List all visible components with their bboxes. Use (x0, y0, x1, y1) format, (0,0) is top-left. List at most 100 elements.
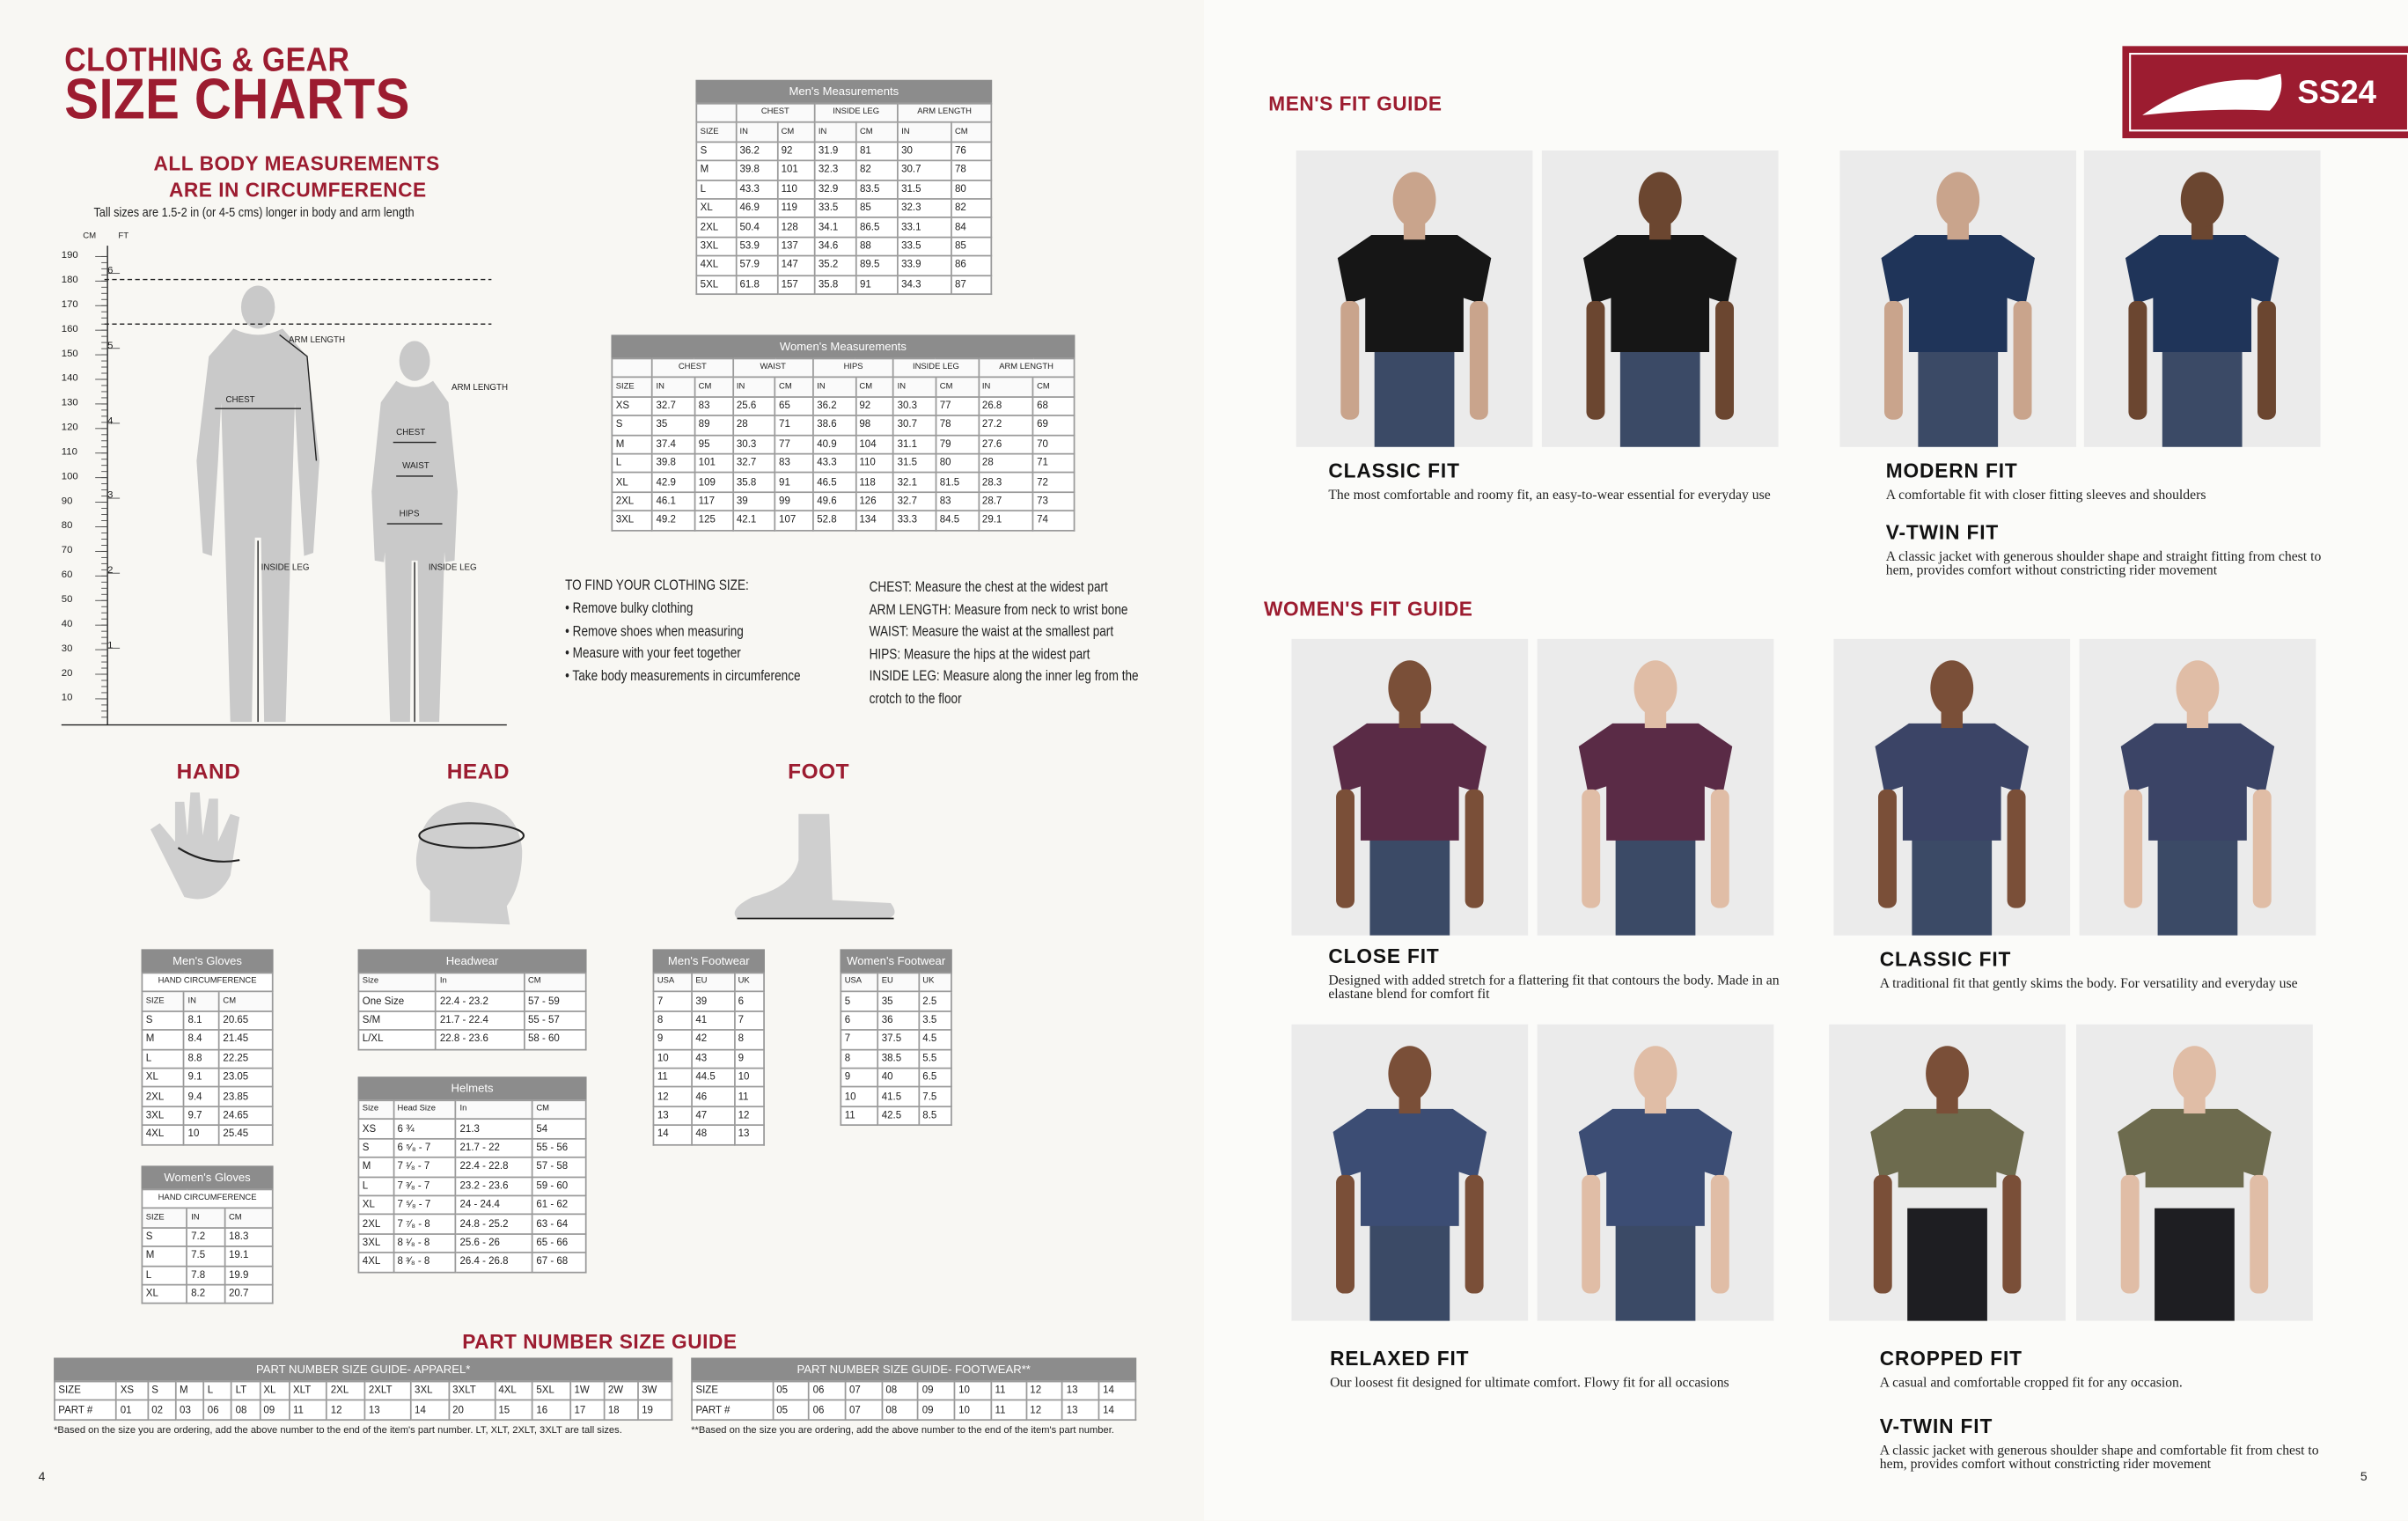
table-cell: 22.4 - 23.2 (435, 991, 525, 1012)
table-row: 3XL 8 ¹⁄₈ - 8 25.6 - 26 65 - 66 (357, 1232, 587, 1254)
table-cell: 37.4 (651, 434, 696, 455)
arm (2252, 789, 2272, 908)
table-title: PART NUMBER SIZE GUIDE- FOOTWEAR** (691, 1357, 1137, 1381)
table-cell: 54 (532, 1118, 587, 1140)
table-cell: 5XL (532, 1380, 571, 1402)
table-cell: 82 (950, 197, 993, 219)
table-cell: 14 (1098, 1380, 1137, 1402)
table-cell: 39.8 (651, 452, 696, 474)
table-cell: 2XL (357, 1214, 395, 1235)
fit-description: Our loosest fit designed for ultimate co… (1330, 1374, 1729, 1391)
table-row: HAND CIRCUMFERENCE (141, 1188, 274, 1209)
table-row: SIZE IN CM IN CM IN CM (695, 121, 993, 143)
table-cell: 86.5 (855, 217, 899, 239)
shirt (1332, 1108, 1487, 1226)
fit-name: MODERN FIT (1885, 459, 2018, 482)
table-cell: 2W (603, 1380, 639, 1402)
table-cell: 88 (855, 236, 899, 257)
table-cell: 22.4 - 22.8 (455, 1157, 533, 1178)
table-title: Women's Gloves (141, 1165, 274, 1189)
table-cell: 47 (691, 1105, 736, 1127)
cm-tick-label: 130 (61, 397, 78, 409)
table-cell: 43 (691, 1047, 736, 1069)
table-cell: 35.8 (813, 274, 857, 295)
pants (1918, 334, 1999, 447)
table-cell: 48 (691, 1124, 736, 1145)
table-row: 5XL 61.8 157 35.8 91 34.3 87 (695, 274, 993, 295)
table-row: PART #01 02 03 06 08 09 11 12 13 14 20 15 16 17 18 19 (54, 1400, 673, 1421)
table-title: PART NUMBER SIZE GUIDE- APPAREL* (54, 1357, 673, 1381)
table-cell: 8.4 (183, 1029, 220, 1050)
figure-label: CHEST (396, 428, 426, 438)
table-cell: 24 - 24.4 (455, 1194, 533, 1216)
ft-tick-label: 4 (107, 415, 114, 427)
table-cell: 95 (694, 434, 734, 455)
table-footnote: *Based on the size you are ordering, add… (54, 1424, 622, 1436)
table-cell: 9 (733, 1047, 765, 1069)
table-cell: 32.3 (896, 197, 952, 219)
table-cell: 18 (603, 1400, 639, 1421)
table-cell: 28.7 (977, 490, 1034, 512)
table-cell: 20.7 (224, 1283, 274, 1305)
table-row: XL 9.1 23.05 (141, 1067, 274, 1089)
fit-description: A traditional fit that gently skims the … (1879, 975, 2298, 991)
pants (2162, 334, 2243, 447)
table-cell: 27.2 (977, 415, 1034, 436)
table-row: 12 46 11 (652, 1086, 765, 1107)
table-cell: 21.3 (455, 1118, 533, 1140)
column-header: CM (218, 991, 274, 1012)
table-cell: 4XL (695, 254, 737, 276)
fit-name: CLASSIC FIT (1879, 947, 2012, 971)
table-row: 4XL 10 25.45 (141, 1124, 274, 1145)
cm-tick-label: 100 (61, 471, 78, 482)
cm-tick-label: 10 (61, 692, 73, 704)
table-cell: 2XL (611, 490, 654, 512)
table-cell: 57.9 (735, 254, 779, 276)
definition: WAIST: Measure the waist at the smallest… (869, 623, 1114, 641)
table-cell: 128 (776, 217, 816, 239)
table-cell: 147 (776, 254, 816, 276)
table-cell: 104 (855, 434, 895, 455)
table-cell: 10 (953, 1380, 993, 1402)
table-cell: 67 - 68 (532, 1252, 587, 1273)
table-cell: 32.3 (813, 159, 857, 181)
table-cell: 23.05 (218, 1067, 274, 1089)
table-cell: 7 ³⁄₈ - 7 (393, 1175, 458, 1197)
table-cell: 110 (855, 452, 895, 474)
table-cell: 7 (840, 1029, 879, 1050)
table-cell: 80 (935, 452, 980, 474)
table-cell: 14 (1098, 1400, 1137, 1421)
table-cell: 24.65 (218, 1105, 274, 1127)
fit-name: RELAXED FIT (1330, 1347, 1470, 1370)
column-header: IN (183, 991, 220, 1012)
table-cell: 25.6 (731, 395, 776, 417)
column-header: IN (813, 121, 857, 143)
table-cell: S/M (357, 1010, 437, 1032)
group-header: ARM LENGTH (977, 357, 1076, 378)
table-row: 2XL 7 ⁷⁄₈ - 8 24.8 - 25.2 63 - 64 (357, 1214, 587, 1235)
table-cell: 65 - 66 (532, 1232, 587, 1254)
table-cell: 15 (494, 1400, 533, 1421)
table-cell: 85 (950, 236, 993, 257)
table-cell: 7.2 (186, 1226, 226, 1248)
table-cell: M (611, 434, 654, 455)
measure-heading: ARE IN CIRCUMFERENCE (168, 178, 427, 202)
table-cell: 33.9 (896, 254, 952, 276)
table-cell: 98 (855, 415, 895, 436)
pants (1369, 822, 1450, 936)
table-cell: 13 (733, 1124, 765, 1145)
fit-name: CROPPED FIT (1879, 1347, 2023, 1370)
table: HAND CIRCUMFERENCE SIZE IN CM S 7.2 18.3 M 7.5 19… (141, 1188, 274, 1305)
pants (1615, 1208, 1696, 1321)
table-cell: 3XL (141, 1105, 186, 1127)
table-row: L 43.3 110 32.9 83.5 31.5 80 (695, 179, 993, 200)
table-cell: 4XL (141, 1124, 186, 1145)
arm (1715, 301, 1734, 420)
table-cell: L (141, 1047, 186, 1069)
group-header: HIPS (812, 357, 895, 378)
table-row: SIZE XS S M L LT XL XLT 2XL 2XLT 3XL 3XLT 4XL 5XL 1W 2W… (54, 1380, 673, 1402)
table-cell: 10 (733, 1067, 765, 1089)
table-cell: XL (357, 1194, 395, 1216)
head (1930, 660, 1974, 716)
